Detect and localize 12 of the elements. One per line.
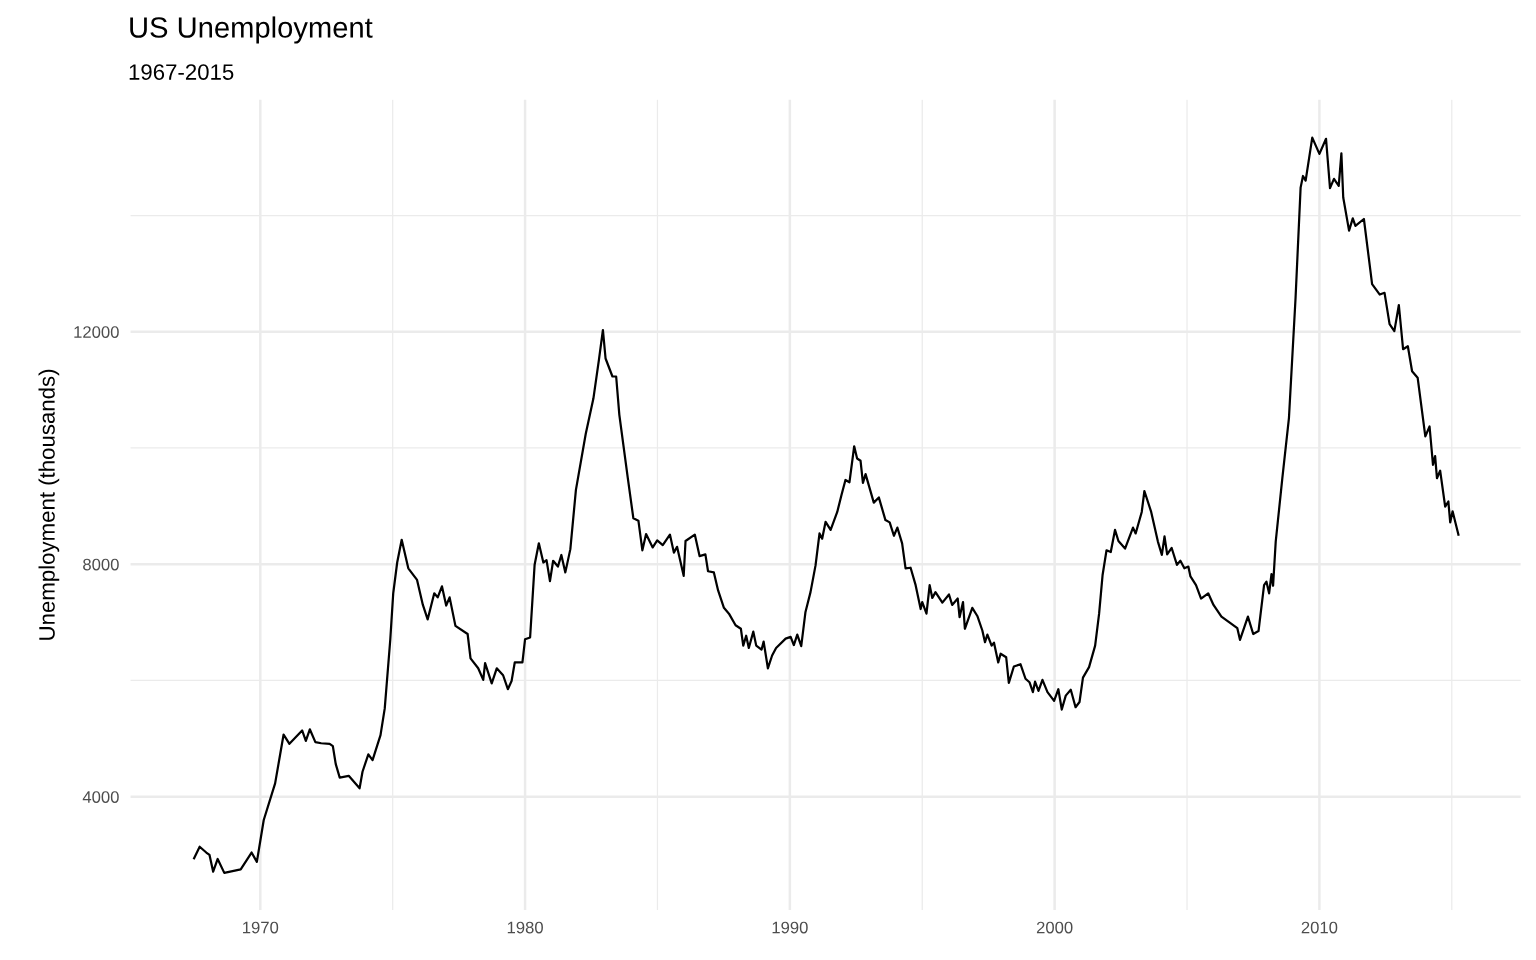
- x-tick-label: 1980: [507, 921, 543, 934]
- y-axis-title: Unemployment (thousands): [38, 369, 60, 640]
- chart-title: US Unemployment: [130, 16, 373, 44]
- chart-subtitle: 1967-2015: [129, 64, 234, 80]
- x-tick-label: 1990: [772, 921, 808, 934]
- y-tick-label: 12000: [74, 326, 119, 338]
- y-tick-label: 8000: [83, 558, 119, 571]
- y-tick-label: 4000: [82, 791, 119, 803]
- line-series: [193, 136, 1460, 874]
- x-tick-label: 2000: [1036, 921, 1073, 934]
- x-tick-label: 2010: [1301, 921, 1338, 934]
- x-tick-label: 1970: [243, 921, 279, 934]
